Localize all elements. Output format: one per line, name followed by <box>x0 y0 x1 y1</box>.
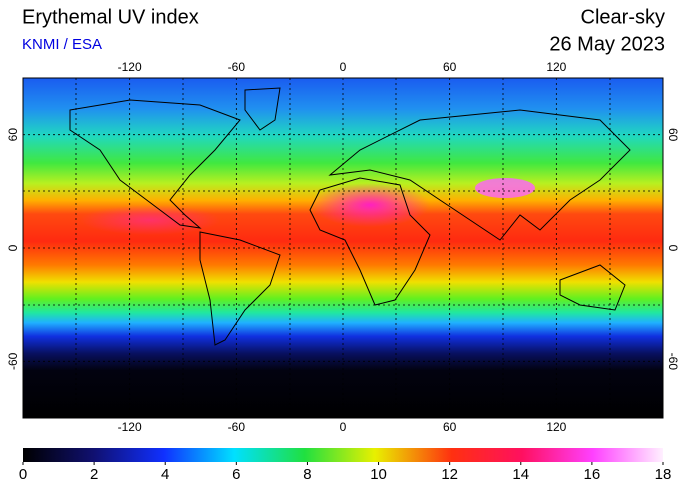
source: KNMI / ESA <box>22 36 102 53</box>
lon-tick-label: -120 <box>118 60 142 74</box>
colorbar-tick-label: 8 <box>303 466 311 483</box>
lon-tick-label: 0 <box>340 420 347 434</box>
colorbar <box>23 448 663 462</box>
lon-tick-label: 60 <box>443 60 457 74</box>
colorbar-tick-label: 12 <box>441 466 458 483</box>
colorbar-tick-label: 2 <box>90 466 98 483</box>
lat-tick-label: 0 <box>666 245 680 252</box>
date: 26 May 2023 <box>549 33 665 55</box>
lon-tick-label: 120 <box>546 60 566 74</box>
colorbar-tick-label: 6 <box>232 466 240 483</box>
lat-tick-label: -60 <box>6 352 20 370</box>
lon-tick-label: -60 <box>228 420 246 434</box>
lat-tick-label: -60 <box>666 353 680 371</box>
lon-tick-label: 60 <box>443 420 457 434</box>
colorbar-tick-label: 14 <box>512 466 529 483</box>
lon-tick-label: 120 <box>546 420 566 434</box>
lat-tick-label: 60 <box>6 128 20 142</box>
hotspot <box>310 183 430 227</box>
coastlines <box>69 87 631 346</box>
colorbar-tick-label: 18 <box>655 466 672 483</box>
title: Erythemal UV index <box>22 6 199 28</box>
lat-tick-label: 60 <box>666 128 680 142</box>
lat-tick-label: 0 <box>6 244 20 251</box>
colorbar-tick-label: 4 <box>161 466 169 483</box>
condition: Clear-sky <box>581 6 665 28</box>
colorbar-tick-label: 16 <box>584 466 601 483</box>
hotspot <box>475 178 535 198</box>
colorbar-tick-label: 10 <box>370 466 387 483</box>
lon-tick-label: 0 <box>340 60 347 74</box>
lon-tick-label: -120 <box>118 420 142 434</box>
hotspot <box>80 205 220 235</box>
colorbar-tick-label: 0 <box>19 466 27 483</box>
lon-tick-label: -60 <box>228 60 246 74</box>
